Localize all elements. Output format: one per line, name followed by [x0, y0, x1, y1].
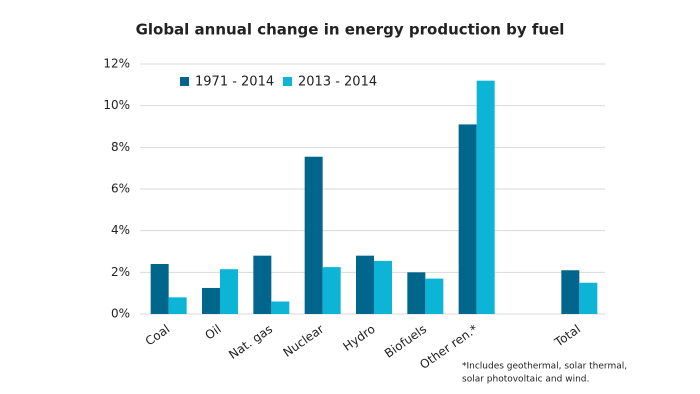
y-tick-label: 10% — [103, 98, 130, 112]
y-tick-label: 2% — [111, 265, 130, 279]
bar — [476, 80, 495, 315]
bar — [407, 272, 426, 314]
y-tick-label: 8% — [111, 140, 130, 154]
bar — [253, 255, 272, 314]
bar — [561, 270, 580, 314]
bar — [322, 267, 341, 314]
footnote: *Includes geothermal, solar thermal, — [462, 362, 627, 372]
bar — [150, 264, 169, 314]
y-tick-label: 4% — [111, 223, 130, 237]
footnote: solar photovoltaic and wind. — [462, 375, 589, 385]
y-tick-label: 12% — [103, 57, 130, 71]
bar — [579, 282, 598, 314]
chart-title: Global annual change in energy productio… — [136, 21, 565, 39]
bar — [271, 301, 290, 314]
y-tick-label: 0% — [111, 307, 130, 321]
x-tick-label: Nuclear — [281, 322, 327, 360]
x-tick-label: Coal — [143, 322, 173, 349]
x-tick-label: Oil — [202, 322, 223, 343]
legend-label: 2013 - 2014 — [298, 75, 377, 90]
legend-swatch — [180, 77, 189, 86]
y-tick-label: 6% — [111, 182, 130, 196]
bar — [374, 260, 392, 314]
x-tick-label: Total — [551, 322, 583, 350]
bar — [220, 269, 238, 314]
x-tick-label: Hydro — [340, 322, 377, 354]
bar — [458, 124, 477, 315]
bar — [356, 255, 374, 314]
legend-label: 1971 - 2014 — [195, 75, 274, 90]
bar — [425, 278, 444, 314]
x-tick-label: Nat. gas — [226, 322, 275, 362]
bar — [168, 297, 187, 314]
bar — [202, 287, 220, 314]
bar — [304, 156, 323, 314]
x-tick-label: Biofuels — [382, 322, 429, 361]
legend-swatch — [283, 77, 292, 86]
